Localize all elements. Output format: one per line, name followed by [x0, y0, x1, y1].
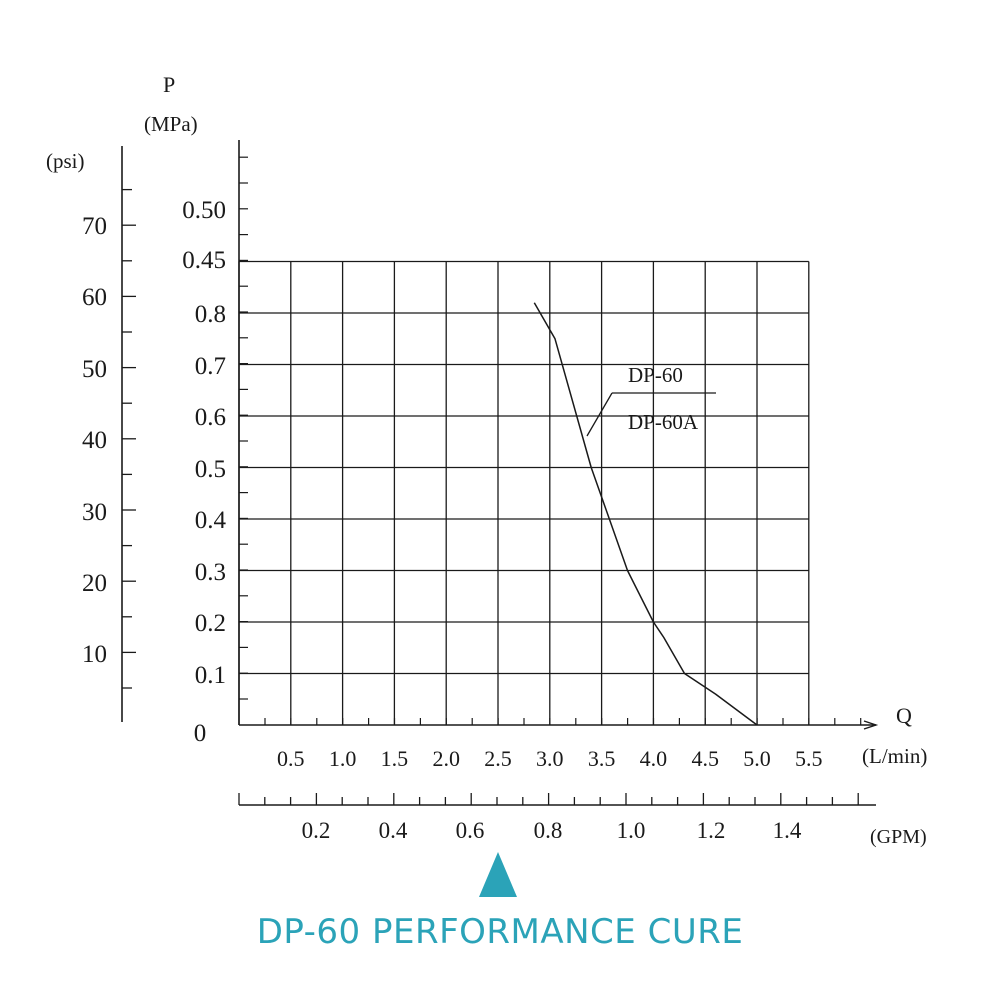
- pressure-tick-label: 0.1: [195, 662, 226, 689]
- pressure-tick-label: 0.8: [195, 301, 226, 328]
- pressure-tick-label: 0.7: [195, 353, 226, 380]
- chart-caption: DP-60 PERFORMANCE CURE: [256, 912, 744, 952]
- gpm-tick-label: 1.2: [697, 818, 726, 843]
- flow-axis-arrow: [863, 720, 879, 730]
- flow-tick-label: 2.0: [432, 746, 460, 771]
- psi-tick-label: 40: [82, 427, 107, 454]
- flow-tick-label: 1.0: [329, 746, 357, 771]
- series-layer: [533, 302, 758, 726]
- legend-leader-line: [586, 392, 613, 437]
- pressure-tick-label: 0.4: [195, 507, 227, 534]
- pressure-tick-label: 0.5: [195, 456, 226, 483]
- gpm-tick-label: 1.4: [773, 818, 802, 843]
- flow-tick-label: 0.5: [277, 746, 305, 771]
- gpm-tick-label: 0.4: [379, 818, 408, 843]
- flow-tick-label: 1.5: [381, 746, 409, 771]
- pressure-axis-symbol: P: [163, 72, 175, 97]
- legend: DP-60 DP-60A: [586, 363, 716, 437]
- gpm-tick-label: 0.8: [534, 818, 563, 843]
- psi-tick-label: 30: [82, 499, 107, 526]
- psi-tick-label: 50: [82, 356, 107, 383]
- flow-tick-label: 5.0: [743, 746, 771, 771]
- gpm-tick-label: 0.2: [302, 818, 331, 843]
- origin-label: 0: [194, 720, 207, 747]
- pressure-tick-label: 0.6: [195, 404, 226, 431]
- psi-tick-label: 20: [82, 570, 107, 597]
- pressure-tick-label: 0.2: [195, 610, 226, 637]
- triangle-marker-icon: [479, 852, 517, 897]
- psi-tick-label: 60: [82, 284, 107, 311]
- tick-labels: P(MPa)(psi)0.10.20.30.40.50.60.70.80.450…: [46, 72, 927, 848]
- grid: [238, 260, 810, 725]
- pressure-axis-unit: (MPa): [144, 112, 198, 136]
- flow-tick-label: 3.0: [536, 746, 564, 771]
- flow-tick-label: 2.5: [484, 746, 512, 771]
- gpm-tick-label: 1.0: [617, 818, 646, 843]
- gpm-axis-unit: (GPM): [870, 826, 927, 848]
- flow-axis-unit: (L/min): [862, 744, 927, 768]
- axes-layer: [121, 140, 879, 806]
- flow-tick-label: 4.0: [640, 746, 668, 771]
- flow-tick-label: 5.5: [795, 746, 823, 771]
- gpm-tick-label: 0.6: [456, 818, 485, 843]
- psi-tick-label: 10: [82, 641, 107, 668]
- series-line: [533, 302, 758, 726]
- legend-entry: DP-60: [628, 363, 683, 387]
- pressure-tick-label: 0.3: [195, 559, 226, 586]
- psi-axis-unit: (psi): [46, 149, 85, 173]
- flow-tick-label: 3.5: [588, 746, 616, 771]
- pressure-tick-label: 0.50: [182, 197, 226, 224]
- flow-tick-label: 4.5: [691, 746, 719, 771]
- pressure-tick-label: 0.45: [182, 247, 226, 274]
- flow-axis-symbol: Q: [896, 703, 912, 728]
- psi-tick-label: 70: [82, 213, 107, 240]
- legend-entry: DP-60A: [628, 410, 699, 434]
